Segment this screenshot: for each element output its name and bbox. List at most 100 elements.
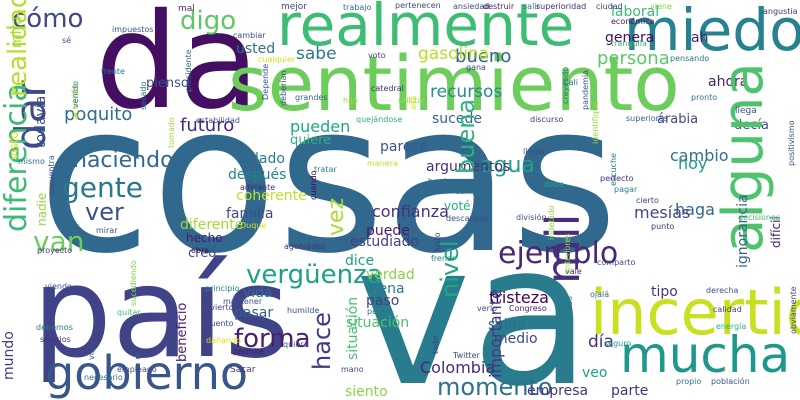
word-economica: económica: [611, 17, 655, 26]
word-trabajo: trabajo: [343, 3, 372, 12]
word-mundo: voté: [444, 199, 471, 213]
word-indebido: pandemia: [581, 70, 590, 110]
word-nadie: mal: [178, 4, 195, 14]
word-descarado: descarado: [446, 214, 488, 223]
word-hecho: medio: [494, 331, 538, 347]
word-alla: presidente: [184, 49, 193, 92]
word-pronto: pronto: [691, 93, 718, 102]
word-campana: campaña: [455, 187, 493, 196]
word-destruir: destruir: [483, 2, 515, 11]
word-superioridad: superioridad: [536, 2, 587, 11]
word-importante: mejor: [281, 2, 308, 12]
word-recursos: momento: [437, 373, 553, 400]
word-anteriores: allá: [409, 95, 418, 110]
word-argumentos: mundo: [1, 331, 17, 380]
word-hijo: hijo: [343, 96, 358, 105]
word-haga: recursos: [430, 82, 503, 102]
word-dia: forma: [234, 324, 311, 354]
word-duque: Duque: [240, 221, 267, 230]
word-veo: creo: [188, 246, 217, 261]
word-laboral: pueden: [290, 117, 351, 136]
word-principio: empleado: [117, 365, 157, 374]
word-mano: pena: [367, 307, 387, 316]
word-forma: haciendo: [73, 148, 174, 173]
word-poquito: ver: [85, 198, 124, 226]
word-puede: veo: [582, 365, 608, 381]
word-pueden: hoy: [678, 154, 708, 173]
word-tipo: lado: [255, 151, 285, 167]
word-esa: creyendo: [561, 66, 570, 104]
word-depende: venido: [71, 81, 80, 108]
word-calidad: calidad: [713, 305, 742, 314]
word-pagar: pagar: [614, 185, 638, 194]
word-estudiado: parte: [611, 383, 649, 399]
word-salud: tristeza: [489, 288, 549, 307]
word-vote: vida: [243, 285, 273, 301]
word-voto: voto: [368, 51, 386, 60]
word-verguenza: van: [33, 225, 85, 258]
word-bueno: vergüenza: [246, 260, 383, 290]
word-discurso: discurso: [530, 115, 564, 124]
word-grandes: grandes: [295, 93, 328, 102]
word-genera: usted: [236, 41, 276, 57]
word-lado: laboral: [611, 4, 660, 20]
word-catedral: catedral: [371, 84, 404, 93]
word-ignorancia: beneficio: [175, 302, 190, 362]
word-ansiedad: ansiedad: [453, 2, 490, 11]
word-incertidumbre: gobierno: [45, 346, 249, 400]
word-futuro: cambio: [670, 146, 729, 165]
word-miedo: miedo: [624, 0, 800, 64]
word-necesario: viendo: [45, 282, 72, 291]
word-salarios: sucediendo: [129, 260, 138, 306]
word-bordo: bordo: [428, 177, 452, 186]
word-derecha: derecha: [706, 286, 739, 295]
word-vez: estudiado: [350, 234, 420, 250]
word-parece: mesías: [634, 203, 691, 222]
word-se: ignorancia: [735, 194, 751, 268]
word-obra: obra: [191, 246, 210, 255]
word-cierto: cierto: [636, 196, 659, 205]
word-salir: salir: [523, 2, 540, 11]
word-escuche: Depende: [261, 63, 270, 100]
word-da: da: [95, 0, 260, 139]
word-creyendo: tomado: [167, 117, 176, 148]
word-vista: indebido: [547, 205, 556, 240]
word-ciudad: ciudad: [596, 2, 623, 11]
word-sacar: Congreso: [509, 304, 547, 313]
word-haciendo: digo: [180, 6, 237, 36]
word-usted: Colombia: [420, 358, 496, 377]
word-todavia: situación: [346, 315, 410, 331]
word-nivel: decía: [734, 118, 769, 133]
word-ah: futuro: [180, 115, 235, 136]
word-creo: empresa: [527, 383, 589, 399]
word-verdad: verdad: [366, 267, 415, 283]
word-comparto: comparto: [597, 258, 636, 267]
word-ajena: ajena: [366, 281, 405, 297]
word-mismo: debemos: [36, 323, 73, 332]
word-llegar: llegar: [523, 147, 546, 156]
word-vida: coherente: [236, 188, 307, 204]
word-decia: genera: [605, 30, 655, 46]
word-encuentra: justo: [433, 232, 442, 253]
word-humilde: mano: [341, 365, 364, 374]
word-confianza: persona: [597, 48, 670, 69]
word-utilizar: utilizar: [398, 96, 426, 105]
word-hace: puede: [366, 223, 410, 239]
word-gana: invierto: [203, 303, 234, 312]
word-pandemia: sacado: [139, 81, 148, 110]
word-invierto: mantener: [223, 297, 263, 306]
word-permite: quiera: [283, 340, 309, 349]
word-despues: ah: [691, 30, 709, 46]
word-digo: mucha: [620, 326, 791, 384]
word-sacado: mismo: [18, 157, 45, 166]
word-angustia: angustia: [763, 7, 798, 16]
word-seguro: obviamente: [789, 286, 798, 334]
word-pais: país: [32, 239, 290, 386]
word-sucediendo: esa: [565, 296, 574, 310]
word-cambio: sabe: [296, 44, 337, 64]
word-como: incertidumbre: [590, 276, 800, 349]
word-cosas: cosas: [38, 59, 619, 299]
word-mal: impuestos: [112, 25, 154, 34]
word-mirar: salarios: [40, 335, 71, 344]
word-division: división: [516, 213, 547, 222]
